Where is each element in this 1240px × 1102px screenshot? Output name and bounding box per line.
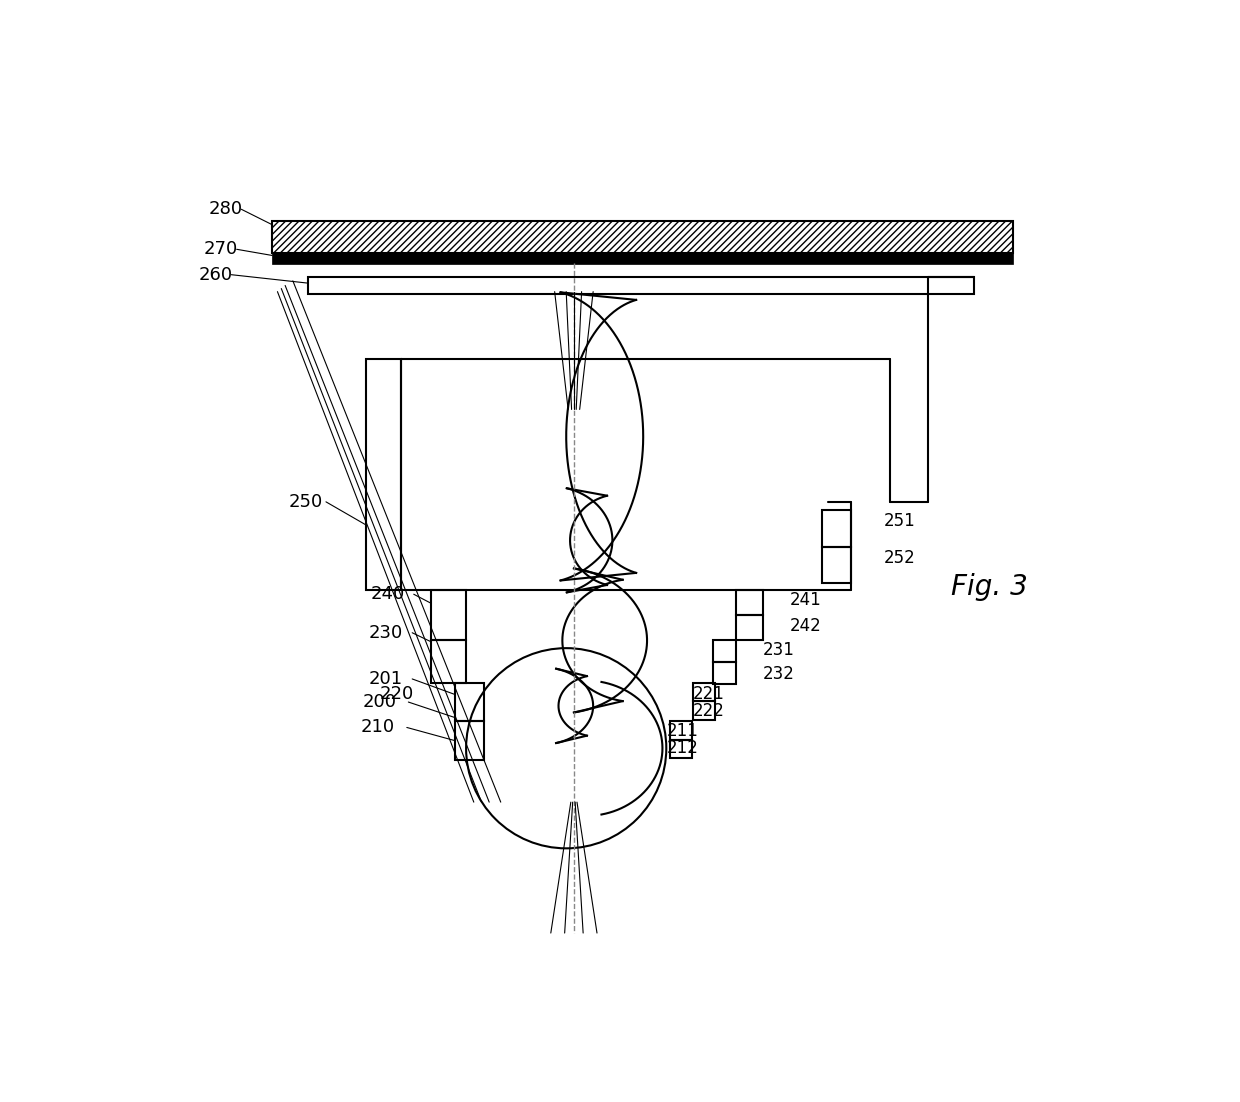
Text: 230: 230 (368, 624, 402, 641)
Bar (272, 253, 1013, 263)
Text: 270: 270 (205, 240, 238, 258)
Bar (693, 683, 714, 701)
Text: 250: 250 (289, 493, 324, 511)
Text: 211: 211 (666, 722, 698, 739)
Bar (432, 640, 466, 683)
Bar (822, 547, 851, 583)
Bar (309, 277, 975, 294)
Text: 251: 251 (883, 512, 915, 530)
Text: 210: 210 (361, 719, 394, 736)
Text: 241: 241 (790, 591, 821, 608)
Bar (693, 701, 714, 720)
Text: 220: 220 (379, 685, 414, 703)
Bar (272, 220, 1013, 253)
Text: 240: 240 (371, 585, 404, 603)
Text: 280: 280 (208, 201, 243, 218)
Bar (455, 722, 484, 759)
Bar (713, 640, 735, 662)
Text: 231: 231 (763, 640, 795, 659)
Bar (735, 615, 763, 639)
Bar (713, 662, 735, 683)
Text: 222: 222 (693, 702, 725, 721)
Text: 252: 252 (883, 549, 915, 568)
Text: 212: 212 (666, 739, 698, 757)
Text: 232: 232 (763, 665, 795, 682)
Text: 260: 260 (198, 266, 233, 283)
Bar (366, 359, 401, 591)
Bar (735, 591, 763, 615)
Bar (432, 591, 466, 640)
Text: 221: 221 (693, 685, 725, 703)
Bar (455, 683, 484, 722)
Bar (670, 722, 692, 739)
Text: 201: 201 (368, 670, 402, 688)
Bar (822, 509, 851, 547)
Text: Fig. 3: Fig. 3 (951, 573, 1028, 601)
Text: 242: 242 (790, 617, 821, 635)
Text: 200: 200 (363, 693, 397, 711)
Bar (670, 739, 692, 758)
